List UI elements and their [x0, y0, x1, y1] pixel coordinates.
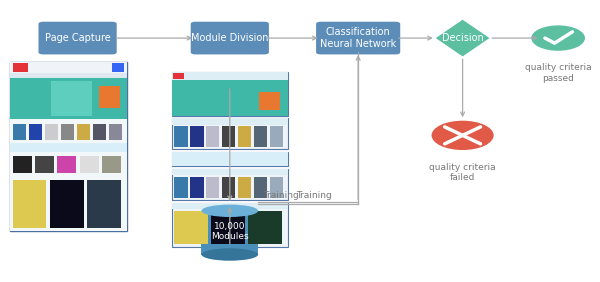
FancyBboxPatch shape: [10, 62, 127, 231]
FancyBboxPatch shape: [202, 211, 258, 254]
FancyBboxPatch shape: [13, 180, 46, 228]
FancyBboxPatch shape: [222, 177, 235, 198]
FancyBboxPatch shape: [58, 156, 76, 173]
FancyBboxPatch shape: [174, 126, 188, 147]
FancyBboxPatch shape: [13, 156, 32, 173]
Text: Classification
Neural Network: Classification Neural Network: [320, 27, 396, 49]
Circle shape: [431, 121, 494, 150]
FancyBboxPatch shape: [92, 124, 106, 140]
FancyBboxPatch shape: [10, 143, 127, 152]
FancyBboxPatch shape: [174, 177, 188, 198]
FancyBboxPatch shape: [206, 177, 220, 198]
FancyBboxPatch shape: [13, 124, 26, 140]
Text: Decision: Decision: [442, 33, 484, 43]
FancyBboxPatch shape: [38, 22, 116, 54]
FancyBboxPatch shape: [269, 177, 283, 198]
FancyBboxPatch shape: [77, 124, 90, 140]
FancyBboxPatch shape: [10, 152, 127, 176]
FancyBboxPatch shape: [172, 152, 288, 166]
FancyBboxPatch shape: [172, 203, 288, 209]
FancyBboxPatch shape: [190, 126, 203, 147]
Ellipse shape: [202, 248, 258, 261]
FancyBboxPatch shape: [172, 203, 288, 247]
Circle shape: [531, 25, 585, 51]
FancyBboxPatch shape: [172, 118, 288, 125]
FancyBboxPatch shape: [172, 72, 288, 116]
FancyBboxPatch shape: [172, 152, 288, 166]
FancyBboxPatch shape: [80, 156, 98, 173]
Text: Training: Training: [296, 191, 332, 200]
FancyBboxPatch shape: [109, 124, 122, 140]
FancyBboxPatch shape: [173, 73, 184, 79]
FancyBboxPatch shape: [190, 177, 203, 198]
Polygon shape: [436, 20, 490, 56]
FancyBboxPatch shape: [10, 73, 127, 78]
FancyBboxPatch shape: [61, 124, 74, 140]
FancyBboxPatch shape: [10, 176, 127, 231]
FancyBboxPatch shape: [172, 118, 288, 149]
Text: Module Division: Module Division: [191, 33, 269, 43]
FancyBboxPatch shape: [172, 80, 288, 116]
FancyBboxPatch shape: [238, 177, 251, 198]
FancyBboxPatch shape: [10, 78, 127, 119]
FancyBboxPatch shape: [259, 92, 280, 110]
FancyBboxPatch shape: [191, 22, 269, 54]
FancyBboxPatch shape: [87, 180, 121, 228]
Text: Page Capture: Page Capture: [45, 33, 110, 43]
FancyBboxPatch shape: [238, 126, 251, 147]
FancyBboxPatch shape: [99, 85, 120, 108]
Ellipse shape: [202, 205, 258, 217]
FancyBboxPatch shape: [254, 126, 267, 147]
FancyBboxPatch shape: [211, 211, 245, 244]
FancyBboxPatch shape: [222, 126, 235, 147]
Text: 10,000
Modules: 10,000 Modules: [211, 222, 248, 241]
FancyBboxPatch shape: [174, 211, 208, 244]
FancyBboxPatch shape: [102, 156, 121, 173]
FancyBboxPatch shape: [172, 169, 288, 175]
FancyBboxPatch shape: [35, 156, 54, 173]
FancyBboxPatch shape: [254, 177, 267, 198]
FancyBboxPatch shape: [269, 126, 283, 147]
FancyBboxPatch shape: [10, 119, 127, 143]
Text: Training: Training: [263, 191, 298, 200]
FancyBboxPatch shape: [172, 72, 288, 80]
FancyBboxPatch shape: [45, 124, 58, 140]
FancyBboxPatch shape: [206, 126, 220, 147]
FancyBboxPatch shape: [50, 180, 83, 228]
FancyBboxPatch shape: [316, 22, 400, 54]
FancyBboxPatch shape: [13, 63, 28, 72]
FancyBboxPatch shape: [51, 81, 92, 116]
FancyBboxPatch shape: [29, 124, 43, 140]
FancyBboxPatch shape: [10, 62, 127, 73]
FancyBboxPatch shape: [172, 169, 288, 200]
Text: quality criteria
failed: quality criteria failed: [429, 163, 496, 182]
FancyBboxPatch shape: [112, 63, 124, 72]
FancyBboxPatch shape: [248, 211, 282, 244]
Text: quality criteria
passed: quality criteria passed: [525, 63, 592, 83]
